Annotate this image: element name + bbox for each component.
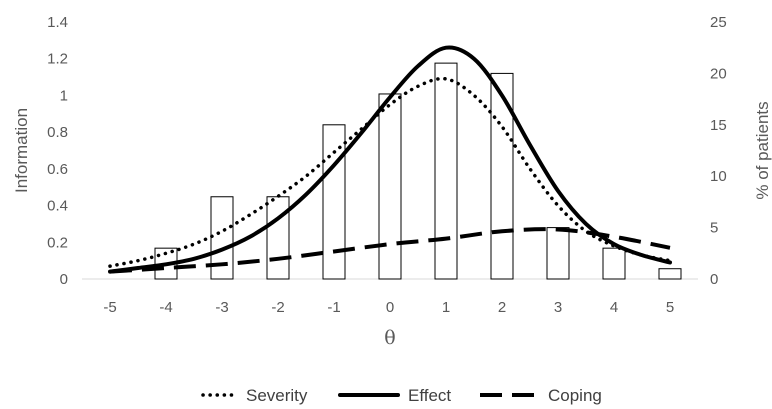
y-left-axis-title: Information	[12, 108, 31, 193]
x-tick-label: 4	[610, 299, 618, 316]
y-right-tick-label: 5	[710, 220, 718, 237]
y-left-tick-label: 0.6	[47, 161, 68, 178]
y-left-tick-label: 0.8	[47, 124, 68, 141]
y-left-tick-label: 1.4	[47, 14, 68, 31]
x-tick-label: -1	[327, 299, 340, 316]
y-left-tick-label: 1	[60, 87, 68, 104]
bar	[602, 247, 626, 280]
x-tick-label: 0	[386, 299, 394, 316]
y-left-tick-label: 0.4	[47, 198, 68, 215]
y-left-tick-label: 0.2	[47, 234, 68, 251]
bar	[210, 196, 234, 280]
bar	[490, 72, 514, 280]
bar	[546, 227, 570, 280]
x-tick-label: -3	[215, 299, 228, 316]
x-axis-title: θ	[384, 327, 395, 349]
y-left-tick-label: 1.2	[47, 51, 68, 68]
x-tick-label: -5	[103, 299, 116, 316]
bar	[434, 62, 458, 280]
x-tick-label: 2	[498, 299, 506, 316]
bar	[378, 93, 402, 280]
bar	[266, 196, 290, 280]
x-tick-label: 1	[442, 299, 450, 316]
x-tick-label: 3	[554, 299, 562, 316]
series-line-effect	[108, 45, 672, 274]
legend-label-severity: Severity	[246, 386, 308, 405]
y-left-tick-label: 0	[60, 271, 68, 288]
legend-label-effect: Effect	[408, 386, 451, 405]
y-right-tick-label: 0	[710, 271, 718, 288]
legend-label-coping: Coping	[548, 386, 602, 405]
y-right-tick-label: 10	[710, 168, 727, 185]
y-right-tick-label: 20	[710, 65, 727, 82]
x-tick-label: -4	[159, 299, 172, 316]
series-line-severity	[108, 76, 672, 268]
y-right-tick-label: 15	[710, 117, 727, 134]
legend: Severity Effect Coping	[201, 386, 602, 405]
x-tick-label: 5	[666, 299, 674, 316]
bar	[322, 124, 346, 280]
bar	[658, 268, 682, 280]
y-right-tick-label: 25	[710, 14, 727, 31]
y-right-axis-title: % of patients	[753, 101, 772, 199]
x-tick-label: -2	[271, 299, 284, 316]
series-line-coping	[109, 227, 671, 274]
